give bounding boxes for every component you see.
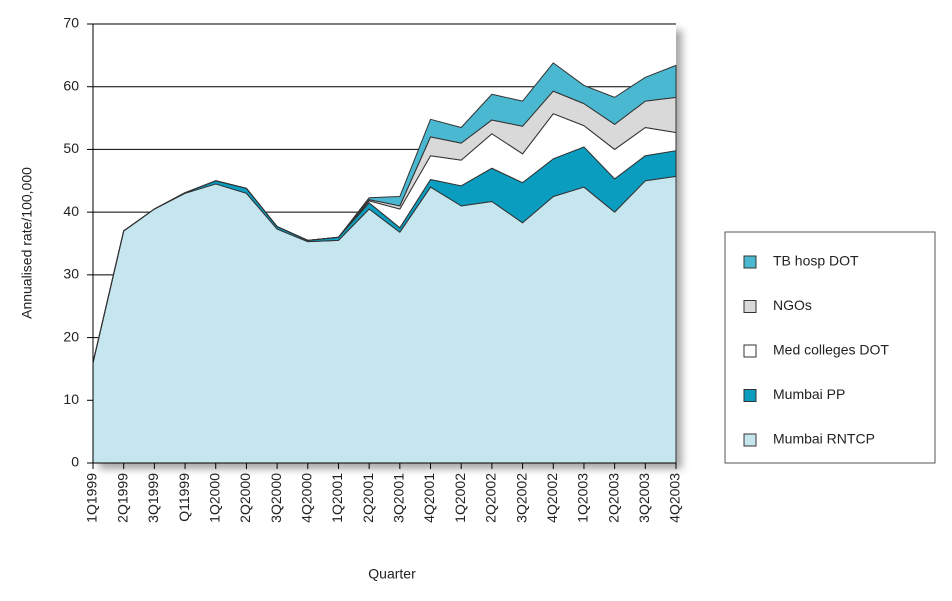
- legend-swatch: [743, 389, 757, 402]
- y-tick-label: 10: [63, 391, 79, 407]
- legend-label: Mumbai PP: [773, 386, 845, 402]
- y-tick-label: 60: [63, 77, 79, 93]
- x-tick-label: 4Q2001: [421, 473, 437, 523]
- area: [92, 62, 677, 364]
- x-tick-label: 1Q1999: [84, 473, 100, 523]
- x-tick-label: 1Q2000: [206, 473, 222, 523]
- x-tick-label: 3Q2003: [636, 473, 652, 523]
- legend-swatch: [743, 255, 757, 269]
- x-tick-label: 1Q2001: [329, 473, 345, 523]
- y-axis-title: Annualised rate/100,000: [19, 167, 35, 319]
- x-tick-label: 2Q2000: [237, 473, 253, 523]
- x-tick-label: 2Q2001: [360, 473, 376, 523]
- x-tick-label: 1Q2002: [452, 473, 468, 523]
- y-tick-label: 70: [63, 15, 79, 31]
- y-tick-label: 50: [63, 140, 79, 156]
- x-tick-label: 3Q2002: [513, 473, 529, 523]
- x-tick-label: Q11999: [176, 473, 192, 522]
- y-tick-label: 20: [63, 328, 79, 344]
- legend: [724, 231, 936, 464]
- legend-swatch: [743, 344, 757, 358]
- x-tick-label: 2Q2003: [605, 473, 621, 523]
- x-tick-label: 1Q2003: [575, 473, 591, 523]
- legend-label: TB hosp DOT: [773, 253, 859, 269]
- x-tick-label: 2Q1999: [114, 473, 130, 523]
- x-tick-label: 3Q2001: [391, 473, 407, 523]
- x-axis-title: Quarter: [368, 566, 416, 582]
- legend-label: Mumbai RNTCP: [773, 431, 875, 447]
- x-tick-label: 3Q1999: [145, 473, 161, 523]
- y-tick-label: 40: [63, 203, 79, 219]
- x-tick-label: 4Q2003: [667, 473, 683, 523]
- x-tick-label: 2Q2002: [483, 473, 499, 523]
- legend-label: NGOs: [773, 297, 812, 313]
- x-tick-label: 4Q2002: [544, 473, 560, 523]
- x-tick-label: 3Q2000: [268, 473, 284, 523]
- legend-label: Med colleges DOT: [773, 342, 889, 358]
- y-tick-label: 30: [63, 266, 79, 282]
- y-tick-label: 0: [71, 454, 79, 470]
- legend-swatch: [743, 300, 757, 313]
- x-tick-label: 4Q2000: [298, 473, 314, 523]
- legend-swatch: [743, 433, 757, 447]
